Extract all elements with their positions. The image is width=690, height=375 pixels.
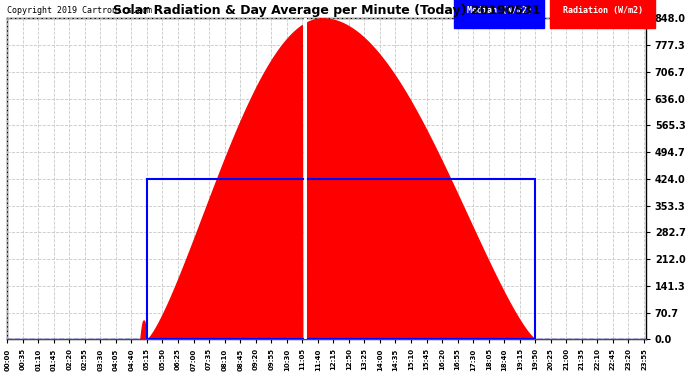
Bar bbox=[147, 179, 535, 339]
Text: Median (W/m2): Median (W/m2) bbox=[467, 6, 532, 15]
Title: Solar Radiation & Day Average per Minute (Today) 20190531: Solar Radiation & Day Average per Minute… bbox=[112, 4, 540, 17]
Text: Radiation (W/m2): Radiation (W/m2) bbox=[563, 6, 643, 15]
Text: Copyright 2019 Cartronics.com: Copyright 2019 Cartronics.com bbox=[7, 6, 152, 15]
